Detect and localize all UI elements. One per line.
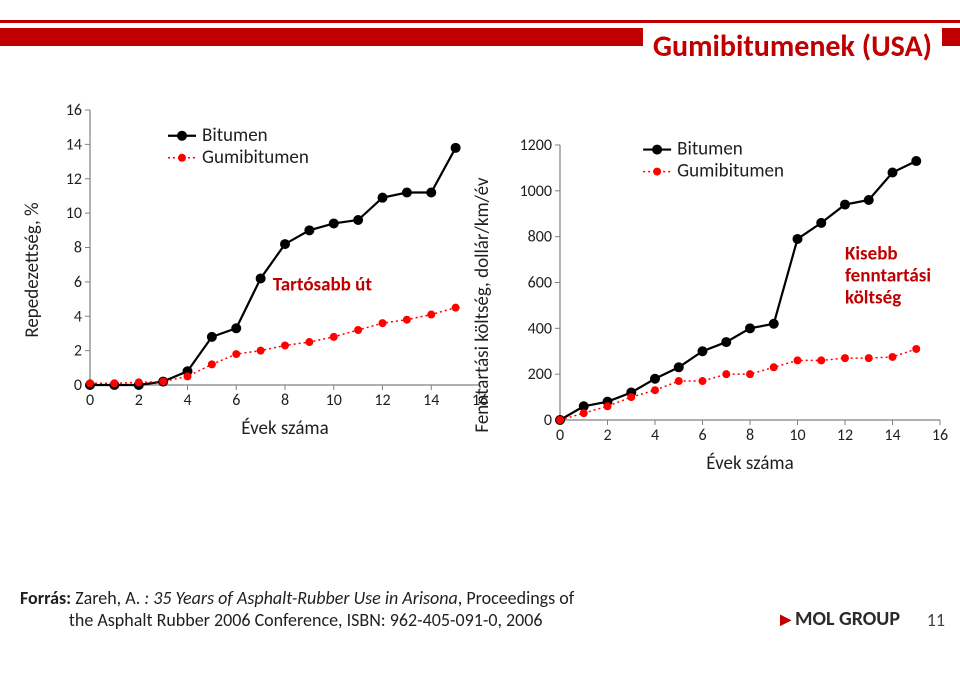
page-number: 11 <box>927 609 945 631</box>
svg-text:8: 8 <box>74 239 82 258</box>
title-bar: Gumibitumenek (USA) <box>0 20 960 70</box>
svg-text:10: 10 <box>326 391 342 410</box>
svg-text:Bitumen: Bitumen <box>677 138 743 161</box>
svg-text:800: 800 <box>528 228 552 247</box>
svg-text:0: 0 <box>86 391 94 410</box>
svg-text:Tartósabb út: Tartósabb út <box>273 273 373 296</box>
svg-text:0: 0 <box>556 426 564 445</box>
svg-text:200: 200 <box>528 365 552 384</box>
svg-text:12: 12 <box>374 391 390 410</box>
svg-text:Gumibitumen: Gumibitumen <box>202 146 309 169</box>
svg-text:Évek száma: Évek száma <box>706 452 793 475</box>
svg-text:Fenntartási költség, dollár/km: Fenntartási költség, dollár/km/év <box>471 177 494 433</box>
svg-text:4: 4 <box>183 391 191 410</box>
svg-text:12: 12 <box>66 170 82 189</box>
chart-right-svg: 0 2 4 6 8 10 12 14 16 0 200 400 600 800 1000 1200 Évek s… <box>470 135 950 475</box>
svg-text:fenntartási: fenntartási <box>845 265 931 288</box>
svg-text:2: 2 <box>603 426 611 445</box>
svg-text:8: 8 <box>281 391 289 410</box>
title-accent-thin <box>0 20 960 23</box>
svg-text:400: 400 <box>528 319 552 338</box>
svg-text:14: 14 <box>884 426 900 445</box>
svg-text:600: 600 <box>528 274 552 293</box>
source-title: : 35 Years of Asphalt-Rubber Use in Aris… <box>144 587 457 609</box>
page-title: Gumibitumenek (USA) <box>643 28 942 65</box>
chart-maintenance-cost: 0 2 4 6 8 10 12 14 16 0 200 400 600 800 1000 1200 Évek s… <box>470 135 950 475</box>
svg-text:14: 14 <box>423 391 439 410</box>
svg-text:0: 0 <box>74 376 82 395</box>
svg-text:0: 0 <box>544 411 552 430</box>
svg-text:1000: 1000 <box>520 182 552 201</box>
svg-text:12: 12 <box>837 426 853 445</box>
svg-text:16: 16 <box>932 426 948 445</box>
svg-text:4: 4 <box>74 307 82 326</box>
svg-text:16: 16 <box>66 101 82 120</box>
svg-text:2: 2 <box>135 391 143 410</box>
svg-text:10: 10 <box>789 426 805 445</box>
chart-cracking: 02468101214160246810121416Évek számaRepe… <box>20 100 490 440</box>
logo-text: MOL GROUP <box>795 607 900 631</box>
svg-text:2: 2 <box>74 342 82 361</box>
svg-text:6: 6 <box>232 391 240 410</box>
svg-text:6: 6 <box>698 426 706 445</box>
svg-text:4: 4 <box>651 426 659 445</box>
svg-text:8: 8 <box>746 426 754 445</box>
source-prefix: Forrás: <box>20 587 75 609</box>
svg-text:14: 14 <box>66 135 82 154</box>
mol-logo: ▶ MOL GROUP <box>780 607 900 631</box>
source-citation: Forrás: Zareh, A. : 35 Years of Asphalt-… <box>20 587 574 631</box>
svg-text:Bitumen: Bitumen <box>202 124 268 147</box>
svg-text:10: 10 <box>66 204 82 223</box>
svg-text:Kisebb: Kisebb <box>845 243 898 266</box>
svg-text:1200: 1200 <box>520 136 552 155</box>
svg-text:Évek száma: Évek száma <box>241 417 328 440</box>
logo-triangle-icon: ▶ <box>780 611 791 628</box>
svg-text:költség: költség <box>845 287 901 310</box>
source-author: Zareh, A. <box>75 587 144 609</box>
svg-text:Gumibitumen: Gumibitumen <box>677 160 784 183</box>
chart-left-svg: 02468101214160246810121416Évek számaRepe… <box>20 100 490 440</box>
svg-text:Repedezettség, %: Repedezettség, % <box>21 202 44 337</box>
svg-text:6: 6 <box>74 273 82 292</box>
